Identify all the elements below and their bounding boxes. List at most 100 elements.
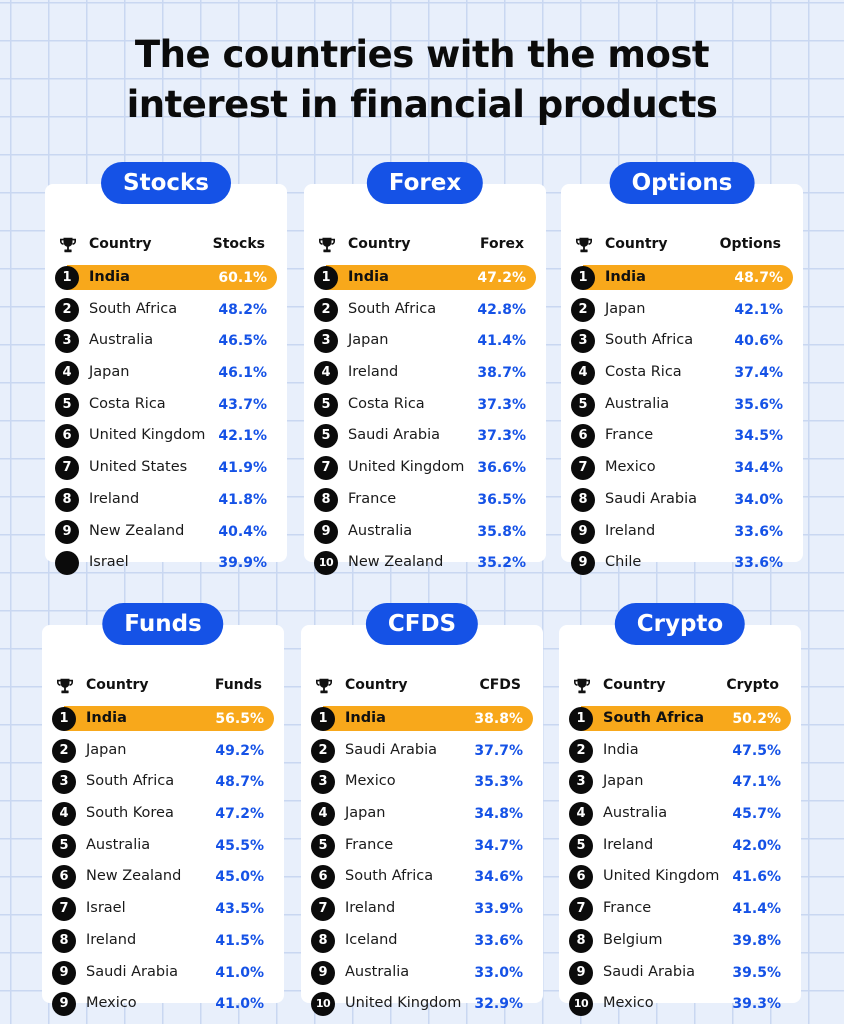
percent-value: 56.5% <box>215 711 264 727</box>
table-row: 1 India 47.2% <box>314 262 536 294</box>
country-name: Saudi Arabia <box>603 963 696 980</box>
rank-badge: 2 <box>314 297 338 322</box>
rank-badge: 9 <box>314 519 338 544</box>
country-name: Japan <box>348 332 389 349</box>
percent-value: 41.0% <box>215 996 264 1013</box>
country-name: Saudi Arabia <box>345 741 438 758</box>
percent-value: 45.7% <box>732 806 781 823</box>
table-row: 4 Costa Rica 37.4% <box>571 357 793 389</box>
table-row: 2 South Africa 42.8% <box>314 294 536 326</box>
country-name: Mexico <box>345 773 396 790</box>
percent-value: 37.3% <box>477 428 526 445</box>
table-row: 7 United Kingdom 36.6% <box>314 452 536 484</box>
table-row: 3 Japan 47.1% <box>569 766 791 798</box>
percent-value: 47.1% <box>732 774 781 791</box>
percent-value: 35.2% <box>477 555 526 572</box>
rank-badge: 8 <box>569 928 593 953</box>
percent-value: 36.5% <box>477 491 526 508</box>
rank-badge: 3 <box>55 329 79 354</box>
percent-value: 43.7% <box>218 396 267 413</box>
rank-badge: 8 <box>55 487 79 512</box>
percent-value: 45.0% <box>215 869 264 886</box>
country-name: South Africa <box>86 773 175 790</box>
table-row: 5 France 34.7% <box>311 830 533 862</box>
country-name: France <box>605 427 654 444</box>
percent-value: 37.3% <box>477 396 526 413</box>
table-row: 6 United Kingdom 42.1% <box>55 420 277 452</box>
rank-badge: 5 <box>52 833 76 858</box>
table-row: 10 United Kingdom 32.9% <box>311 988 533 1020</box>
percent-value: 33.6% <box>734 555 783 572</box>
rank-badge: 9 <box>571 519 595 544</box>
rank-badge: 9 <box>52 960 76 985</box>
country-name: France <box>345 836 394 853</box>
percent-value: 46.1% <box>218 365 267 382</box>
percent-value: 35.6% <box>734 396 783 413</box>
rank-badge: 5 <box>55 392 79 417</box>
panel-title: CFDS <box>365 603 479 645</box>
table-row: 10 New Zealand 35.2% <box>314 547 536 579</box>
table-row: 6 South Africa 34.6% <box>311 861 533 893</box>
table-row: 9 Chile 33.6% <box>571 547 793 579</box>
percent-value: 39.8% <box>732 932 781 949</box>
country-name: Mexico <box>86 995 137 1012</box>
table-row: 8 Ireland 41.5% <box>52 925 274 957</box>
percent-value: 36.6% <box>477 460 526 477</box>
rank-badge: 4 <box>571 361 595 386</box>
rank-badge: 9 <box>571 551 595 576</box>
table-row: 4 Ireland 38.7% <box>314 357 536 389</box>
percent-value: 39.5% <box>732 964 781 981</box>
header-metric: Stocks <box>212 236 265 252</box>
percent-value: 40.6% <box>734 333 783 350</box>
table-row: 4 South Korea 47.2% <box>52 798 274 830</box>
country-name: Mexico <box>603 995 654 1012</box>
country-name: United Kingdom <box>345 995 462 1012</box>
country-name: Australia <box>605 395 670 412</box>
trophy-icon <box>56 677 74 695</box>
rank-badge: 10 <box>314 551 338 576</box>
rank-badge: 1 <box>571 266 595 290</box>
table-row: 5 Australia 45.5% <box>52 830 274 862</box>
header-country: Country <box>605 236 668 252</box>
table-row: 10 Mexico 39.3% <box>569 988 791 1020</box>
panel-title: Funds <box>102 603 224 645</box>
table-row: 3 Australia 46.5% <box>55 325 277 357</box>
table-header: Country Funds <box>54 675 272 697</box>
percent-value: 34.7% <box>474 837 523 854</box>
table-row: 2 Japan 49.2% <box>52 735 274 767</box>
country-name: South Africa <box>348 300 437 317</box>
country-name: Belgium <box>603 931 663 948</box>
percent-value: 49.2% <box>215 742 264 759</box>
rank-badge: 1 <box>311 707 335 731</box>
title-line-2: interest in financial products <box>126 83 718 126</box>
country-name: Japan <box>603 773 644 790</box>
country-name: India <box>605 269 646 285</box>
top-rank-highlight <box>323 706 533 731</box>
country-name: Mexico <box>605 459 656 476</box>
rank-badge: 4 <box>569 802 593 827</box>
percent-value: 41.8% <box>218 491 267 508</box>
rank-badge: 8 <box>314 487 338 512</box>
table-row: Israel 39.9% <box>55 547 277 579</box>
country-name: New Zealand <box>86 868 182 885</box>
table-row: 7 Ireland 33.9% <box>311 893 533 925</box>
table-row: 4 Australia 45.7% <box>569 798 791 830</box>
table-row: 1 India 38.8% <box>311 703 533 735</box>
rank-badge: 4 <box>314 361 338 386</box>
country-name: Ireland <box>89 490 140 507</box>
top-rank-highlight <box>64 706 274 731</box>
table-row: 8 France 36.5% <box>314 484 536 516</box>
percent-value: 41.4% <box>477 333 526 350</box>
table-header: Country CFDS <box>313 675 531 697</box>
rank-badge: 4 <box>311 802 335 827</box>
percent-value: 33.6% <box>474 932 523 949</box>
percent-value: 35.8% <box>477 523 526 540</box>
table-row: 3 Japan 41.4% <box>314 325 536 357</box>
country-name: South Africa <box>603 710 705 726</box>
rank-badge: 8 <box>571 487 595 512</box>
rank-badge: 9 <box>311 960 335 985</box>
percent-value: 50.2% <box>732 711 781 727</box>
country-name: Australia <box>89 332 154 349</box>
header-country: Country <box>89 236 152 252</box>
table-row: 6 France 34.5% <box>571 420 793 452</box>
